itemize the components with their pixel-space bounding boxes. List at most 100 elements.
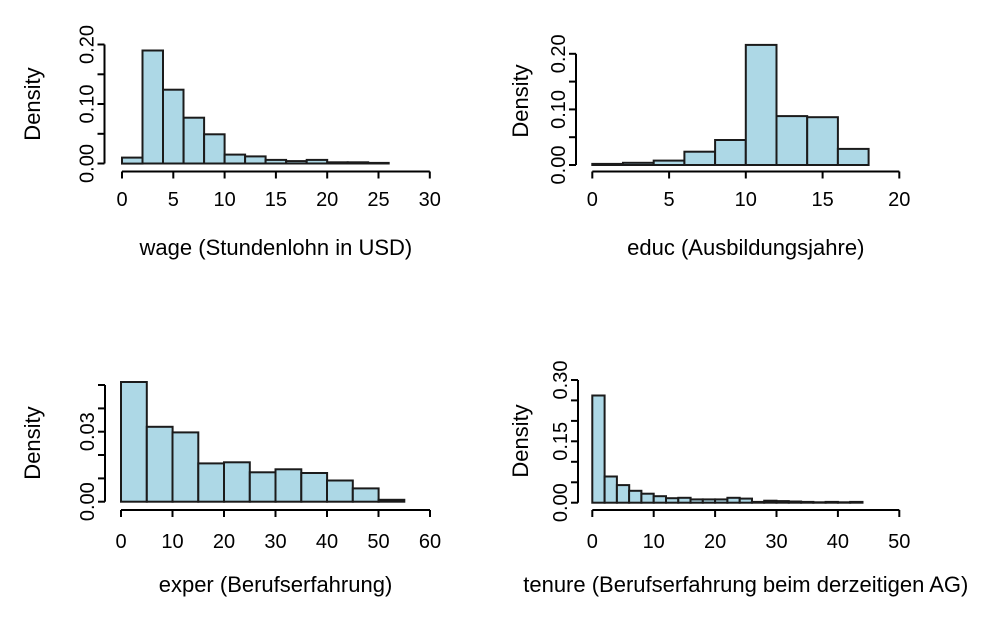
histogram-bar: [838, 149, 869, 165]
histogram-bar: [752, 502, 764, 503]
histogram-bar: [740, 499, 752, 503]
histogram-bar: [807, 117, 838, 165]
histogram-bar: [789, 502, 801, 503]
histogram-bar: [224, 462, 250, 501]
x-tick-label: 10: [735, 189, 757, 211]
histogram-bar: [715, 140, 746, 165]
histogram-bar: [691, 499, 703, 502]
histogram-bar: [250, 472, 276, 501]
histogram-bar: [715, 499, 727, 502]
x-axis-title: exper (Berufserfahrung): [159, 572, 393, 597]
x-tick-label: 30: [765, 531, 787, 553]
histogram-bar: [368, 163, 389, 164]
histogram-bar: [163, 90, 184, 164]
histogram-bar: [307, 160, 328, 164]
x-tick-label: 0: [587, 531, 598, 553]
y-tick-label: 0.00: [548, 146, 570, 185]
histogram-bar: [605, 477, 617, 503]
x-tick-label: 10: [161, 531, 183, 553]
histogram-bar: [301, 473, 327, 502]
x-tick-label: 40: [827, 531, 849, 553]
histogram-bar: [245, 156, 266, 163]
histogram-bar: [592, 396, 604, 503]
histogram-bar: [850, 502, 862, 503]
x-tick-label: 20: [704, 531, 726, 553]
y-tick-label: 0.20: [548, 34, 570, 73]
histogram-bar: [727, 498, 739, 503]
histogram-bar: [764, 501, 776, 503]
histogram-bar: [654, 161, 685, 165]
histogram-bar: [678, 498, 690, 503]
histogram-bar: [641, 494, 653, 503]
histogram-bar: [353, 488, 379, 501]
x-tick-label: 30: [419, 189, 441, 211]
y-tick-label: 0.00: [550, 483, 572, 522]
histogram-bar: [623, 163, 654, 165]
x-tick-label: 0: [115, 531, 126, 553]
x-tick-label: 20: [888, 189, 910, 211]
x-tick-label: 50: [888, 531, 910, 553]
y-axis-title: Density: [20, 406, 45, 479]
y-tick-label: 0.03: [77, 412, 99, 451]
y-tick-label: 0.20: [77, 25, 99, 64]
panel-exper-histogram: 0.00 0.03 0 10 20 30 40 50 60 Density exper (Beruf…: [0, 310, 500, 620]
histogram-bar: [703, 499, 715, 502]
histogram-bar: [173, 432, 199, 501]
panel-educ-histogram: 0.00 0.10 0.20 0 5 10 15 20 Density educ (Ausbild…: [500, 0, 999, 310]
histogram-bar: [204, 134, 225, 163]
histogram-bar: [666, 498, 678, 503]
x-tick-label: 15: [811, 189, 833, 211]
histogram-bar: [122, 158, 143, 164]
y-tick-label: 0.10: [548, 90, 570, 129]
x-tick-label: 5: [664, 189, 675, 211]
y-tick-label: 0.15: [550, 422, 572, 461]
x-tick-label: 0: [116, 189, 127, 211]
x-tick-label: 40: [316, 531, 338, 553]
exper-histogram: 0.00 0.03 0 10 20 30 40 50 60 Density exper (Beruf…: [0, 310, 500, 620]
x-tick-label: 5: [168, 189, 179, 211]
histogram-bar: [327, 162, 348, 163]
y-tick-label: 0.00: [77, 482, 99, 521]
histogram-bar: [592, 164, 623, 165]
histogram-bar: [184, 118, 205, 164]
histogram-bar: [327, 481, 353, 502]
histogram-bar: [198, 463, 224, 501]
x-tick-label: 0: [587, 189, 598, 211]
x-tick-label: 10: [643, 531, 665, 553]
histogram-bar: [348, 162, 369, 163]
x-tick-label: 20: [316, 189, 338, 211]
histogram-bar: [121, 382, 147, 502]
histogram-bar: [684, 152, 715, 165]
x-axis-title: educ (Ausbildungsjahre): [627, 235, 864, 260]
y-tick-label: 0.10: [77, 85, 99, 124]
x-axis-title: tenure (Berufserfahrung beim derzeitigen…: [523, 572, 968, 597]
y-axis-title: Density: [508, 404, 533, 477]
histogram-bar: [147, 427, 173, 502]
x-tick-label: 60: [419, 531, 441, 553]
x-tick-label: 15: [265, 189, 287, 211]
histogram-bar: [266, 160, 287, 164]
x-tick-label: 20: [213, 531, 235, 553]
histogram-bar: [777, 501, 789, 503]
histogram-bar: [286, 161, 307, 163]
histogram-bar: [654, 496, 666, 503]
histogram-bar: [225, 155, 246, 164]
histogram-bar: [276, 469, 302, 501]
y-axis-title: Density: [20, 67, 45, 140]
x-tick-label: 30: [264, 531, 286, 553]
x-axis-title: wage (Stundenlohn in USD): [139, 235, 413, 260]
histogram-bar: [777, 116, 808, 165]
histogram-bar: [617, 485, 629, 503]
x-tick-label: 50: [367, 531, 389, 553]
histogram-bar: [379, 500, 405, 502]
histogram-bar: [746, 45, 777, 165]
y-tick-label: 0.00: [77, 144, 99, 183]
y-axis-title: Density: [508, 64, 533, 137]
educ-histogram: 0.00 0.10 0.20 0 5 10 15 20 Density educ (Ausbild…: [500, 0, 999, 310]
histogram-bar: [143, 51, 164, 164]
